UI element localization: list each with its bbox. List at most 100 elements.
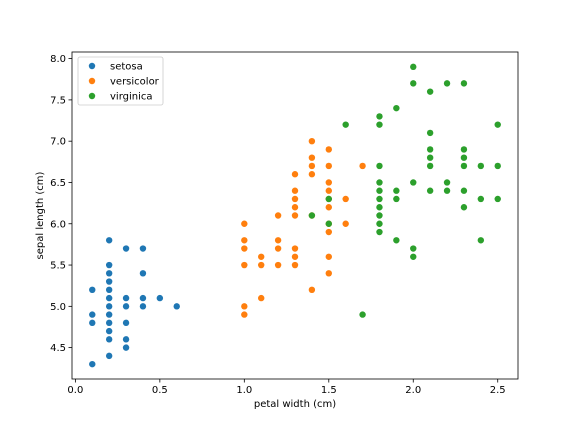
setosa-point bbox=[139, 270, 147, 277]
versicolor-point bbox=[291, 253, 299, 260]
virginica-point bbox=[359, 311, 366, 318]
setosa-point bbox=[122, 294, 130, 302]
virginica-point bbox=[494, 121, 501, 128]
y-tick-label: 5.0 bbox=[50, 302, 66, 313]
x-axis-label: petal width (cm) bbox=[254, 399, 336, 410]
y-axis-ticks: 4.5 5.0 5.5 6.0 6.5 7.0 7.5 8.0 bbox=[50, 54, 72, 354]
virginica-point bbox=[393, 104, 400, 112]
legend-marker-versicolor bbox=[88, 77, 96, 85]
versicolor-point bbox=[258, 294, 265, 302]
versicolor-point bbox=[291, 187, 299, 194]
y-tick-label: 4.5 bbox=[50, 343, 66, 354]
virginica-point bbox=[460, 146, 468, 153]
virginica-point bbox=[460, 187, 468, 194]
virginica-point bbox=[460, 204, 468, 211]
axes-frame bbox=[71, 51, 519, 380]
versicolor-point bbox=[325, 162, 332, 170]
x-axis-ticks: 0.0 0.5 1.0 1.5 2.0 2.5 bbox=[67, 379, 506, 396]
versicolor-point bbox=[274, 212, 282, 219]
setosa-point bbox=[105, 336, 113, 343]
data-points bbox=[89, 63, 501, 368]
virginica-point bbox=[443, 187, 451, 194]
legend-label-setosa: setosa bbox=[110, 62, 143, 73]
virginica-point bbox=[443, 80, 451, 87]
legend-label-versicolor: versicolor bbox=[110, 77, 160, 88]
virginica-point bbox=[426, 187, 434, 194]
versicolor-point bbox=[241, 237, 248, 244]
versicolor-point bbox=[258, 261, 265, 269]
virginica-point bbox=[477, 162, 485, 170]
versicolor-point bbox=[308, 154, 316, 161]
versicolor-point bbox=[308, 286, 316, 294]
virginica-point bbox=[376, 187, 383, 194]
setosa-point bbox=[105, 278, 113, 285]
versicolor-point bbox=[325, 187, 332, 194]
versicolor-point bbox=[325, 228, 332, 236]
y-axis-label: sepal length (cm) bbox=[35, 171, 46, 259]
x-tick-label: 2.5 bbox=[490, 385, 506, 396]
y-tick-label: 8.0 bbox=[50, 54, 66, 65]
setosa-point bbox=[105, 327, 113, 335]
virginica-point bbox=[376, 228, 383, 236]
virginica-point bbox=[410, 253, 417, 260]
setosa-point bbox=[105, 303, 113, 310]
setosa-point bbox=[89, 286, 96, 294]
virginica-point bbox=[393, 237, 400, 244]
virginica-point bbox=[477, 237, 485, 244]
setosa-point bbox=[156, 294, 164, 302]
versicolor-point bbox=[342, 195, 349, 203]
setosa-point bbox=[89, 311, 96, 318]
virginica-point bbox=[426, 88, 434, 95]
versicolor-point bbox=[241, 311, 248, 318]
versicolor-point bbox=[241, 220, 248, 227]
versicolor-point bbox=[325, 179, 332, 186]
setosa-point bbox=[105, 261, 113, 269]
virginica-point bbox=[308, 212, 316, 219]
virginica-point bbox=[410, 245, 417, 252]
versicolor-point bbox=[291, 171, 299, 178]
y-tick-label: 7.0 bbox=[50, 137, 66, 148]
virginica-point bbox=[393, 187, 400, 194]
versicolor-point bbox=[325, 253, 332, 260]
x-tick-label: 1.0 bbox=[236, 385, 252, 396]
setosa-point bbox=[122, 344, 130, 351]
virginica-point bbox=[376, 212, 383, 219]
legend-marker-virginica bbox=[88, 92, 96, 100]
legend: setosa versicolor virginica bbox=[77, 56, 164, 106]
virginica-point bbox=[376, 121, 383, 128]
virginica-point bbox=[393, 195, 400, 203]
setosa-point bbox=[139, 303, 147, 310]
virginica-point bbox=[494, 162, 501, 170]
virginica-point bbox=[410, 80, 417, 87]
virginica-point bbox=[494, 195, 501, 203]
virginica-point bbox=[460, 154, 468, 161]
virginica-point bbox=[410, 63, 417, 71]
versicolor-point bbox=[241, 303, 248, 310]
versicolor-point bbox=[291, 195, 299, 203]
virginica-point bbox=[477, 195, 485, 203]
setosa-point bbox=[105, 286, 113, 294]
virginica-point bbox=[376, 220, 383, 227]
virginica-point bbox=[376, 113, 383, 120]
versicolor-point bbox=[308, 162, 316, 170]
versicolor-point bbox=[274, 261, 282, 269]
versicolor-point bbox=[291, 212, 299, 219]
setosa-point bbox=[105, 311, 113, 318]
versicolor-point bbox=[308, 171, 316, 178]
virginica-point bbox=[376, 162, 383, 170]
virginica-point bbox=[426, 154, 434, 161]
setosa-point bbox=[89, 360, 96, 368]
virginica-point bbox=[342, 121, 349, 128]
virginica-point bbox=[376, 179, 383, 186]
virginica-point bbox=[325, 195, 332, 203]
virginica-point bbox=[443, 179, 451, 186]
setosa-point bbox=[122, 336, 130, 343]
versicolor-point bbox=[325, 204, 332, 211]
legend-marker-setosa bbox=[88, 62, 96, 70]
versicolor-point bbox=[308, 137, 316, 145]
setosa-point bbox=[105, 352, 113, 360]
versicolor-point bbox=[359, 162, 366, 170]
virginica-point bbox=[376, 204, 383, 211]
setosa-point bbox=[139, 245, 147, 252]
